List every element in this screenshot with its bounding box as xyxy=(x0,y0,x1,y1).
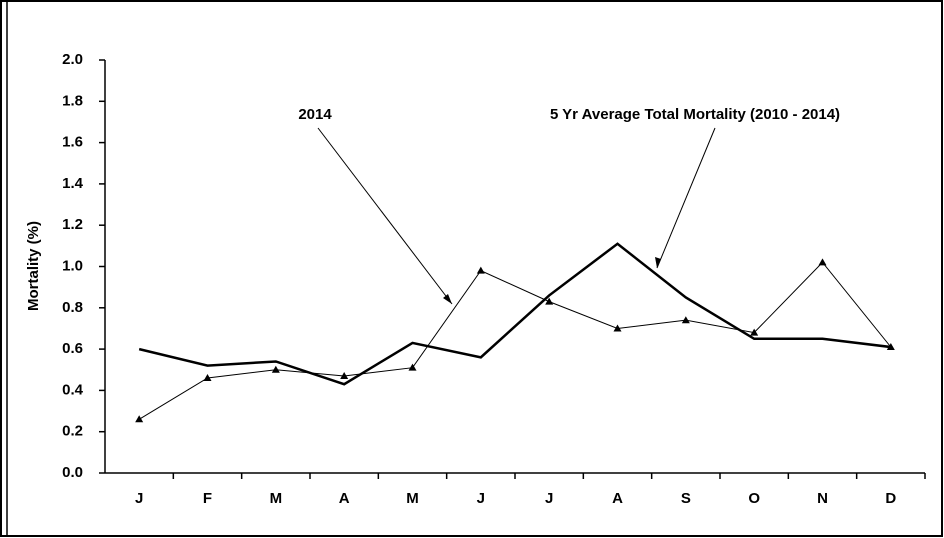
x-tick-label: J xyxy=(477,490,485,507)
annotation: 5 Yr Average Total Mortality (2010 - 201… xyxy=(550,106,840,123)
x-tick-label: M xyxy=(270,490,283,507)
y-tick-label: 1.4 xyxy=(62,175,84,192)
marker xyxy=(408,363,417,371)
annotation: 2014 xyxy=(298,106,332,123)
y-tick-label: 0.2 xyxy=(62,423,83,440)
arrow-head xyxy=(443,294,452,304)
marker xyxy=(818,258,827,266)
annotation-arrow xyxy=(656,127,716,269)
x-tick-label: J xyxy=(135,490,143,507)
marker xyxy=(750,328,759,336)
x-tick-label: A xyxy=(612,490,623,507)
x-tick-label: J xyxy=(545,490,553,507)
annotation-arrow xyxy=(317,127,453,305)
series-line xyxy=(138,261,892,420)
arrow-head xyxy=(655,257,661,268)
y-tick-label: 1.8 xyxy=(62,92,83,109)
series-line xyxy=(138,242,891,386)
x-tick-label: S xyxy=(681,490,691,507)
marker xyxy=(203,374,212,382)
marker xyxy=(545,297,554,305)
marker xyxy=(271,365,280,373)
x-tick-label: A xyxy=(339,490,350,507)
y-tick-label: 2.0 xyxy=(62,51,83,68)
y-tick-label: 0.4 xyxy=(62,381,84,398)
y-tick-label: 0.0 xyxy=(62,464,83,481)
marker xyxy=(681,316,690,324)
marker xyxy=(340,371,349,379)
y-tick-label: 0.6 xyxy=(62,340,83,357)
y-tick-label: 1.6 xyxy=(62,134,83,151)
marker xyxy=(135,415,144,423)
y-axis-label: Mortality (%) xyxy=(25,221,42,311)
y-tick-label: 1.0 xyxy=(62,257,83,274)
x-tick-label: O xyxy=(748,490,760,507)
y-tick-label: 1.2 xyxy=(62,216,83,233)
y-tick-label: 0.8 xyxy=(62,299,83,316)
x-tick-label: M xyxy=(406,490,419,507)
x-tick-label: D xyxy=(885,490,896,507)
x-tick-label: F xyxy=(203,490,212,507)
marker xyxy=(613,324,622,332)
x-tick-label: N xyxy=(817,490,828,507)
marker xyxy=(476,266,485,274)
